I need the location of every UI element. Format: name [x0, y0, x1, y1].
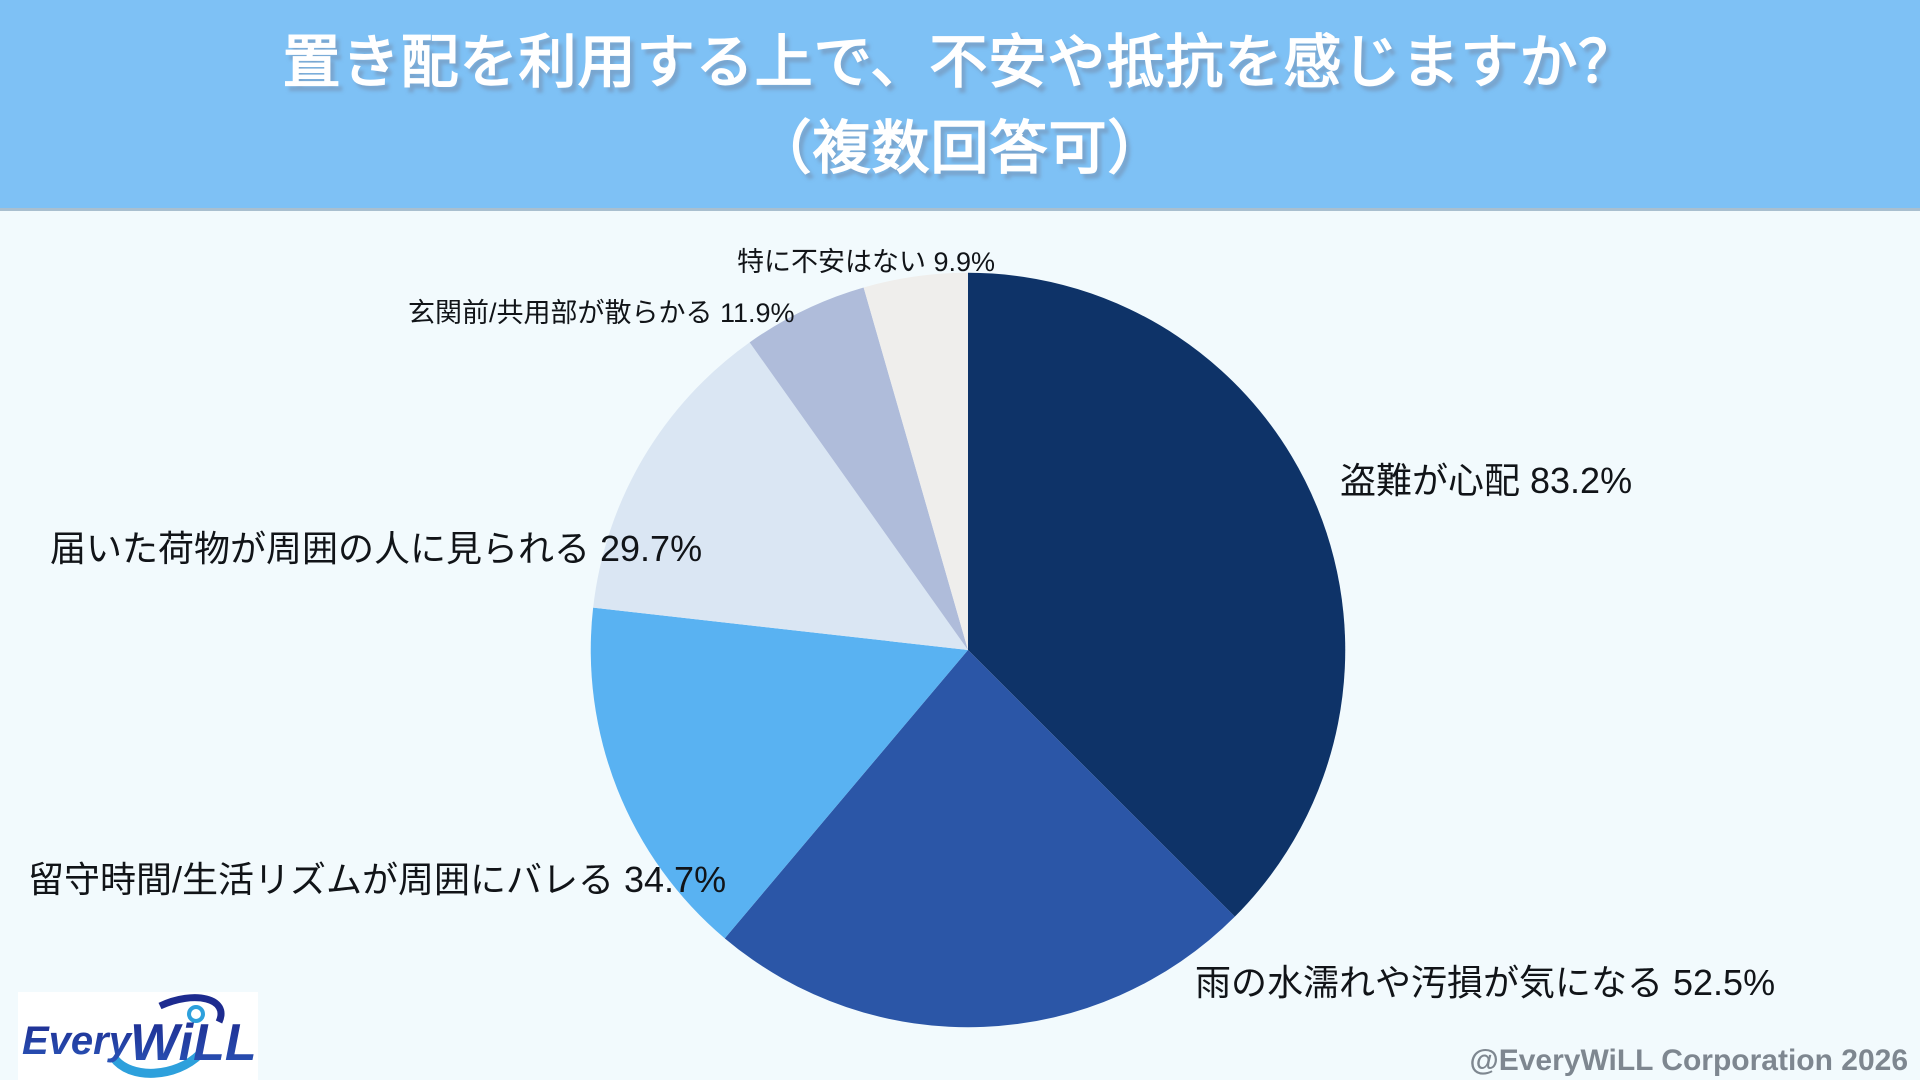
pie-slice-4	[749, 287, 968, 650]
logo-text-every: Every	[22, 1019, 133, 1063]
pie-label-theft: 盗難が心配 83.2%	[1340, 460, 1633, 501]
page-title-line2: （複数回答可）	[753, 116, 1167, 181]
pie-slice-3	[593, 342, 968, 650]
pie-label-seen-by-others: 届いた荷物が周囲の人に見られる 29.7%	[50, 528, 703, 569]
everywill-logo-art: Every WiLL	[22, 994, 257, 1078]
pie-slice-0	[968, 272, 1346, 917]
logo-text-will: WiLL	[130, 1014, 257, 1072]
logo-i-dot-ring	[187, 1005, 205, 1023]
pie-chart	[590, 272, 1346, 1028]
logo-swoosh-bottom	[110, 1050, 204, 1078]
pie-slice-2	[590, 607, 968, 939]
pie-label-absence-exposed: 留守時間/生活リズムが周囲にバレる 34.7%	[28, 859, 727, 900]
everywill-logo: Every WiLL	[18, 992, 258, 1080]
pie-label-entrance-clutter: 玄関前/共用部が散らかる 11.9%	[408, 298, 795, 328]
pie-label-rain-damage: 雨の水濡れや汚損が気になる 52.5%	[1195, 962, 1776, 1003]
pie-slice-5	[863, 272, 968, 650]
pie-chart-container	[590, 272, 1346, 1028]
header-banner: 置き配を利用する上で、不安や抵抗を感じますか？ （複数回答可）	[0, 0, 1920, 211]
copyright-text: @EveryWiLL Corporation 2026	[1469, 1044, 1908, 1077]
page-title-line1: 置き配を利用する上で、不安や抵抗を感じますか？	[282, 30, 1638, 95]
logo-swoosh-top	[158, 994, 225, 1024]
pie-slice-1	[724, 650, 1235, 1028]
pie-label-no-anxiety: 特に不安はない 9.9%	[737, 247, 996, 277]
